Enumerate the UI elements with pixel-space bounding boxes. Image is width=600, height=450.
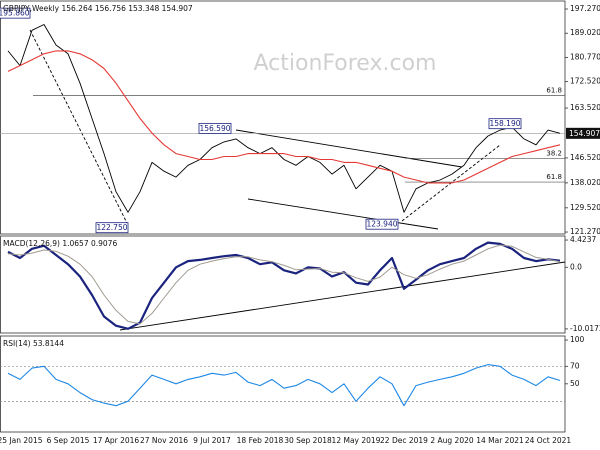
price-panel bbox=[0, 0, 566, 235]
y-tick-label: 197.270 bbox=[570, 4, 600, 13]
annotation-label: 195.860 bbox=[0, 9, 30, 18]
fib-label: 38.2 bbox=[546, 149, 562, 157]
trendline bbox=[235, 129, 463, 168]
annotation-label: 156.590 bbox=[199, 124, 230, 133]
trendline bbox=[247, 198, 439, 230]
x-tick-label: 18 Feb 2018 bbox=[237, 436, 284, 445]
panel-title: GBPJPY,Weekly 156.264 156.756 153.348 15… bbox=[3, 4, 193, 13]
y-tick-label: 4.4237 bbox=[570, 235, 596, 244]
x-tick-label: 6 Sep 2015 bbox=[47, 436, 90, 445]
x-tick-label: 24 Oct 2021 bbox=[525, 436, 572, 445]
y-tick-label: 0.0 bbox=[570, 262, 582, 271]
annotation-box bbox=[488, 118, 522, 130]
y-tick-label: 121.270 bbox=[570, 227, 600, 236]
last-price-tag bbox=[566, 127, 600, 139]
annotation-box bbox=[365, 218, 399, 230]
annotation-label: 123.940 bbox=[366, 220, 397, 229]
annotation-box bbox=[95, 222, 129, 234]
watermark: ActionForex.com bbox=[254, 51, 437, 76]
x-tick-label: 17 Apr 2016 bbox=[93, 436, 140, 445]
y-tick-label: 172.520 bbox=[570, 77, 600, 86]
annotation-box bbox=[198, 122, 232, 134]
series-line bbox=[7, 241, 561, 330]
fib-label: 61.8 bbox=[546, 86, 562, 94]
macd-panel bbox=[0, 235, 566, 334]
y-tick-label: 189.020 bbox=[570, 28, 600, 37]
y-tick-label: 70 bbox=[570, 361, 580, 370]
x-tick-label: 30 Sep 2018 bbox=[284, 436, 332, 445]
y-tick-label: 146.520 bbox=[570, 153, 600, 162]
trendline bbox=[29, 29, 129, 226]
x-tick-label: 9 Jul 2017 bbox=[193, 436, 231, 445]
annotation-label: 122.750 bbox=[96, 223, 127, 232]
x-tick-label: 2 Aug 2020 bbox=[430, 436, 473, 445]
y-tick-label: 180.770 bbox=[570, 52, 600, 61]
last-price-label: 154.907 bbox=[569, 129, 600, 138]
x-tick-label: 22 Dec 2019 bbox=[380, 436, 428, 445]
series-line bbox=[7, 50, 561, 184]
panel-title: MACD(12,26,9) 1.0657 0.9076 bbox=[3, 239, 117, 248]
panel-title: RSI(14) 53.8144 bbox=[3, 339, 64, 348]
fib-label: 61.8 bbox=[546, 173, 562, 181]
x-tick-label: 12 May 2019 bbox=[332, 436, 381, 445]
y-tick-label: 50 bbox=[570, 379, 580, 388]
x-tick-label: 14 Mar 2021 bbox=[476, 436, 524, 445]
annotation-box bbox=[0, 7, 31, 19]
x-tick-label: 27 Nov 2016 bbox=[140, 436, 188, 445]
annotation-label: 158.190 bbox=[489, 119, 520, 128]
y-tick-label: 163.520 bbox=[570, 103, 600, 112]
series-line bbox=[7, 24, 561, 213]
y-tick-label: 129.520 bbox=[570, 203, 600, 212]
series-line bbox=[7, 364, 561, 407]
x-tick-label: 25 Jan 2015 bbox=[0, 436, 43, 445]
y-tick-label: 138.020 bbox=[570, 178, 600, 187]
macd-trendline bbox=[119, 261, 566, 331]
series-line bbox=[7, 244, 561, 325]
y-tick-label: 100 bbox=[570, 335, 585, 344]
